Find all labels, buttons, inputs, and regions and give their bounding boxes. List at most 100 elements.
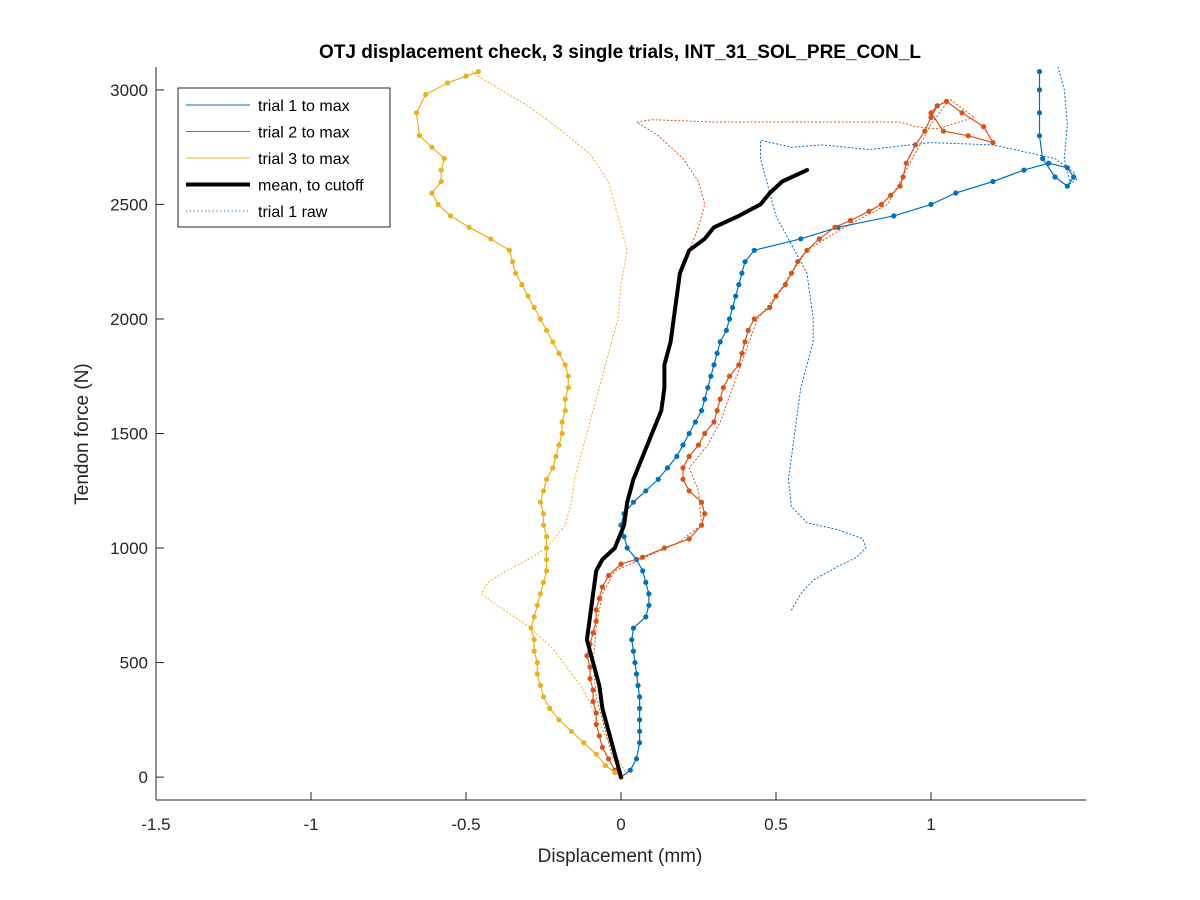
data-point — [463, 73, 469, 79]
data-point — [528, 625, 534, 631]
data-point — [559, 430, 565, 437]
data-point — [599, 744, 606, 750]
data-point — [593, 618, 599, 624]
data-point — [742, 339, 748, 345]
data-point — [599, 584, 606, 590]
data-point — [596, 733, 602, 739]
data-point — [540, 694, 547, 700]
data-point — [943, 98, 950, 104]
data-point — [438, 167, 444, 173]
data-point — [720, 385, 726, 391]
data-point — [726, 316, 733, 322]
data-point — [714, 350, 720, 356]
data-point — [544, 556, 550, 563]
data-point — [897, 183, 903, 189]
data-point — [699, 499, 705, 505]
data-point — [655, 476, 661, 482]
data-point — [773, 293, 779, 299]
data-point — [878, 201, 885, 207]
data-point — [531, 637, 537, 643]
data-point — [686, 430, 692, 437]
legend-label: trial 1 to max — [258, 98, 350, 115]
data-point — [581, 740, 587, 746]
data-point — [534, 660, 540, 666]
data-point — [711, 419, 717, 425]
data-point — [1036, 87, 1043, 93]
data-point — [525, 293, 531, 299]
data-point — [664, 465, 671, 471]
x-axis-label: Displacement (mm) — [538, 846, 703, 867]
data-point — [928, 201, 934, 207]
data-point — [661, 545, 668, 551]
data-point — [891, 213, 897, 219]
data-point — [745, 327, 751, 333]
x-tick-label: -0.5 — [451, 815, 480, 834]
x-tick-label: -1 — [303, 815, 318, 834]
data-point — [940, 128, 947, 134]
data-point — [630, 499, 637, 505]
data-point — [637, 705, 643, 712]
data-point — [513, 270, 519, 276]
data-point — [596, 595, 602, 602]
data-point — [531, 304, 537, 311]
data-point — [537, 499, 544, 505]
data-point — [587, 676, 593, 682]
data-point — [568, 728, 575, 734]
data-point — [674, 453, 680, 459]
chart-title: OTJ displacement check, 3 single trials,… — [319, 42, 921, 63]
data-point — [593, 721, 599, 728]
data-point — [751, 316, 757, 322]
data-point — [788, 270, 795, 276]
data-point — [537, 591, 544, 597]
data-point — [733, 293, 739, 299]
data-point — [699, 522, 705, 528]
data-point — [590, 687, 596, 693]
data-point — [699, 408, 705, 414]
data-point — [629, 637, 635, 643]
data-point — [540, 522, 547, 528]
data-point — [730, 304, 736, 311]
data-point — [717, 339, 723, 345]
data-point — [711, 362, 717, 368]
data-point — [804, 247, 810, 253]
data-point — [922, 128, 928, 134]
data-point — [866, 208, 872, 214]
data-point — [534, 671, 540, 677]
data-point — [702, 430, 708, 437]
series-line-trial-3-raw — [471, 71, 628, 776]
data-point — [429, 144, 435, 150]
data-point — [736, 362, 742, 368]
data-point — [1036, 133, 1043, 139]
data-point — [590, 630, 596, 636]
data-point — [742, 259, 748, 265]
data-point — [646, 602, 652, 608]
y-tick-label: 500 — [120, 654, 148, 673]
data-point — [640, 568, 646, 574]
data-point — [441, 156, 447, 162]
series-line-trial-1-to-max — [620, 70, 1075, 778]
legend-label: trial 3 to max — [258, 151, 350, 168]
data-point — [739, 350, 745, 356]
data-point — [540, 511, 547, 517]
data-point — [695, 442, 702, 448]
data-point — [475, 69, 481, 75]
data-point — [1064, 165, 1070, 171]
data-point — [959, 110, 965, 116]
data-point — [928, 110, 934, 116]
data-point — [751, 247, 757, 253]
data-point — [643, 579, 649, 586]
data-point — [429, 190, 435, 196]
data-point — [640, 554, 646, 560]
y-tick-label: 1500 — [110, 425, 148, 444]
data-point — [624, 545, 630, 551]
data-point — [928, 114, 934, 120]
data-point — [621, 534, 627, 540]
data-point — [965, 133, 971, 139]
data-point — [705, 385, 711, 391]
data-point — [702, 396, 708, 402]
data-point — [646, 591, 652, 597]
data-point — [637, 694, 643, 700]
data-point — [637, 717, 643, 723]
data-point — [534, 602, 540, 608]
data-point — [702, 511, 708, 517]
